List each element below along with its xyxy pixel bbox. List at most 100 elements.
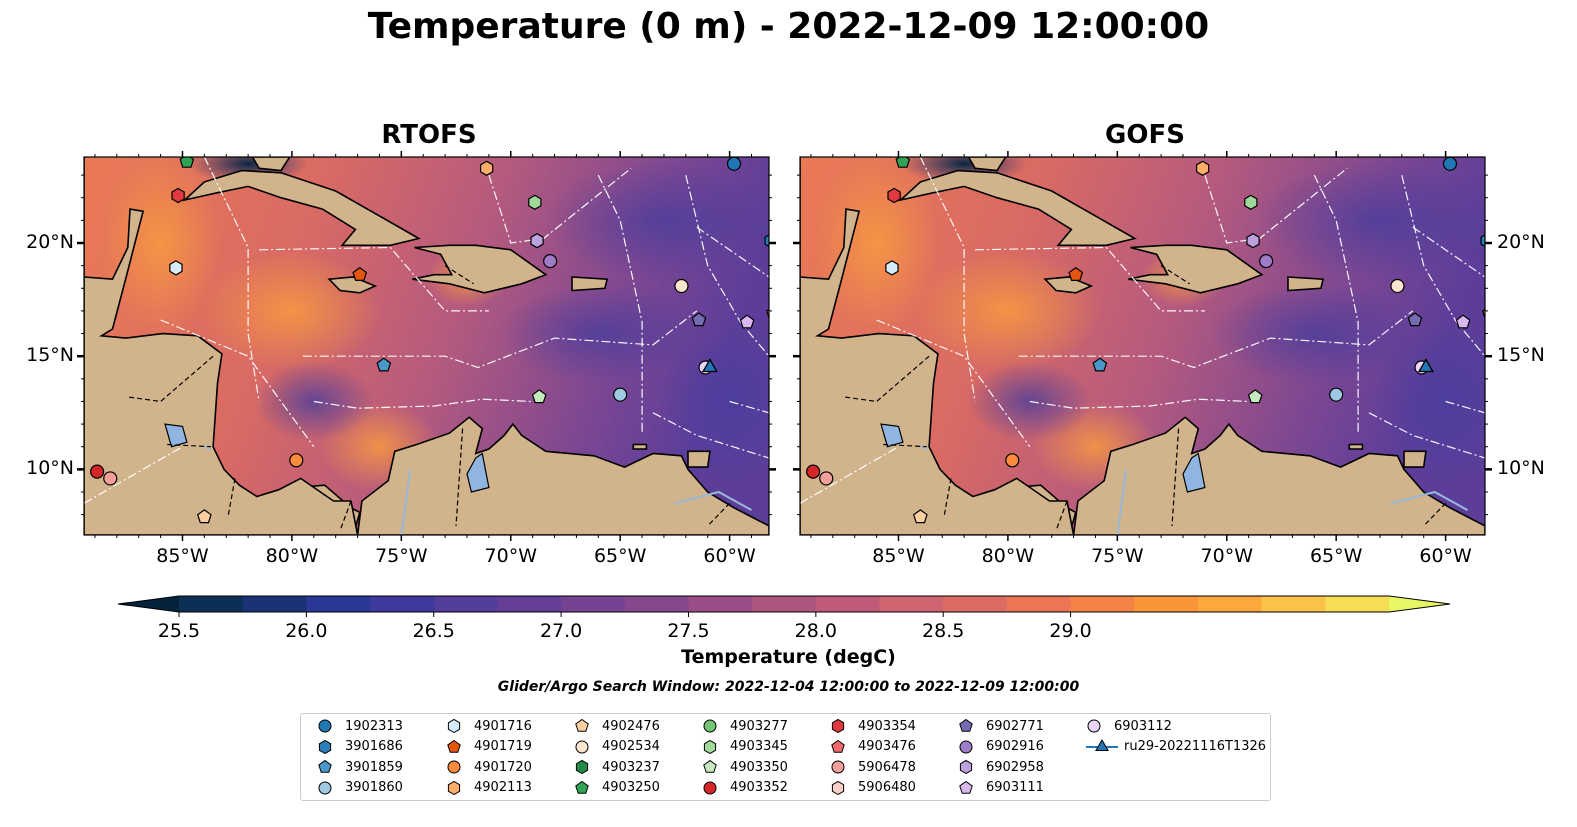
legend-label: 4901716 <box>474 718 532 734</box>
border-line <box>455 428 464 526</box>
circle-marker-icon <box>447 760 461 774</box>
eez-boundary <box>696 226 769 278</box>
hexagon-marker-icon <box>447 780 461 795</box>
float-marker-4901719 <box>1068 266 1084 281</box>
legend-label: 6903112 <box>1114 718 1172 734</box>
land-polygon <box>412 244 548 294</box>
legend-item: 5906478 <box>828 757 916 777</box>
legend-label: 5906480 <box>858 780 916 795</box>
border-line <box>127 355 214 403</box>
legend-label: 6903111 <box>986 780 1044 795</box>
land-polygon <box>897 169 1137 247</box>
land-polygon <box>1128 244 1264 294</box>
colorbar-extend-high <box>1389 596 1450 612</box>
legend-label: 4903352 <box>730 780 788 795</box>
colorbar-tick-label: 26.0 <box>285 620 328 642</box>
legend-item: 4902113 <box>444 778 532 798</box>
lon-tick-label: 70°W <box>484 545 537 567</box>
eez-boundary <box>1401 174 1485 357</box>
legend-label: 4903345 <box>730 739 788 754</box>
eez-boundary <box>919 157 976 402</box>
legend-item: 4903476 <box>828 737 916 757</box>
eez-boundary <box>84 446 183 504</box>
lon-tick-label: 70°W <box>1200 545 1253 567</box>
hexagon-marker-icon <box>318 739 332 754</box>
eez-boundary <box>597 174 643 434</box>
lat-tick-label: 20°N <box>1497 231 1545 253</box>
lon-tick-label: 75°W <box>1091 545 1144 567</box>
colorbar-segment <box>1197 596 1263 612</box>
legend-label: 1902313 <box>345 718 403 734</box>
temperature-anomaly <box>1372 321 1485 482</box>
border-line <box>227 478 236 515</box>
float-marker-5906478 <box>103 471 118 486</box>
colorbar-segment <box>1006 596 1072 612</box>
colorbar-label: Temperature (degC) <box>681 646 896 668</box>
pentagon-marker-icon <box>575 718 589 732</box>
lon-tick-label: 85°W <box>872 545 925 567</box>
float-marker-6902771 <box>1407 312 1423 327</box>
border-line <box>339 500 352 531</box>
land-polygon <box>181 169 421 247</box>
lat-tick-label: 10°N <box>1497 457 1545 480</box>
circle-marker-icon <box>318 719 332 733</box>
float-marker-3901686 <box>1480 234 1485 248</box>
colorbar-segment <box>688 596 753 612</box>
float-marker-1902313 <box>726 157 742 171</box>
float-marker-3901860 <box>1329 387 1344 402</box>
colorbar-tick-label: 28.0 <box>794 620 837 642</box>
legend-label: 6902958 <box>986 759 1044 775</box>
legend-item: 3901686 <box>315 737 403 757</box>
colorbar-segment <box>1325 596 1390 612</box>
map-panel-rtofs <box>77 151 776 541</box>
border-line <box>883 443 927 448</box>
border-line <box>568 534 570 535</box>
float-marker-4902113 <box>480 160 494 176</box>
circle-marker-icon <box>831 760 845 774</box>
legend-label: 4901719 <box>474 739 532 754</box>
colorbar-segment <box>1070 596 1135 612</box>
legend-label: ru29-20221116T1326 <box>1124 739 1267 754</box>
float-marker-4903354 <box>887 187 901 204</box>
legend-label: 6902771 <box>986 718 1044 734</box>
colorbar-tick-label: 26.5 <box>412 620 455 642</box>
eez-boundary <box>313 398 533 409</box>
border-line <box>444 265 474 285</box>
border-line <box>843 355 930 403</box>
river <box>920 445 928 450</box>
legend-label: 4902476 <box>602 718 660 734</box>
colorbar-segment <box>1261 596 1326 612</box>
lat-tick-label: 15°N <box>26 344 74 367</box>
hexagon-marker-icon <box>959 759 973 775</box>
pentagon-marker-icon <box>318 759 332 773</box>
border-line <box>1284 534 1286 535</box>
circle-marker-icon <box>703 781 717 794</box>
panel-title-gofs: GOFS <box>1105 120 1185 150</box>
legend-label: 4902113 <box>474 780 532 795</box>
legend-item: 4903345 <box>700 737 788 757</box>
float-marker-3901859 <box>376 357 392 372</box>
float-marker-4902476 <box>912 509 928 524</box>
river <box>674 490 752 511</box>
legend-label: 4902534 <box>602 739 660 754</box>
float-marker-4903345 <box>1244 194 1258 210</box>
map-frame <box>799 156 1486 536</box>
float-marker-6903111 <box>739 314 755 329</box>
circle-marker-icon <box>318 781 332 794</box>
lon-tick-label: 85°W <box>156 545 209 567</box>
temperature-anomaly <box>813 157 940 333</box>
legend-label: 4903277 <box>730 718 788 734</box>
float-marker-3901860 <box>613 387 628 402</box>
river <box>1116 469 1128 535</box>
legend-item: ru29-20221116T1326 <box>1084 737 1266 757</box>
legend-item: 6902958 <box>956 757 1044 777</box>
border-line <box>1171 428 1180 526</box>
lon-tick-label: 60°W <box>703 545 756 567</box>
map-panel-gofs <box>793 151 1492 541</box>
float-marker-3901859 <box>1092 357 1108 372</box>
float-marker-4901716 <box>885 260 899 276</box>
river <box>400 469 412 535</box>
panel-title-rtofs: RTOFS <box>381 120 477 150</box>
eez-boundary <box>1412 226 1485 278</box>
